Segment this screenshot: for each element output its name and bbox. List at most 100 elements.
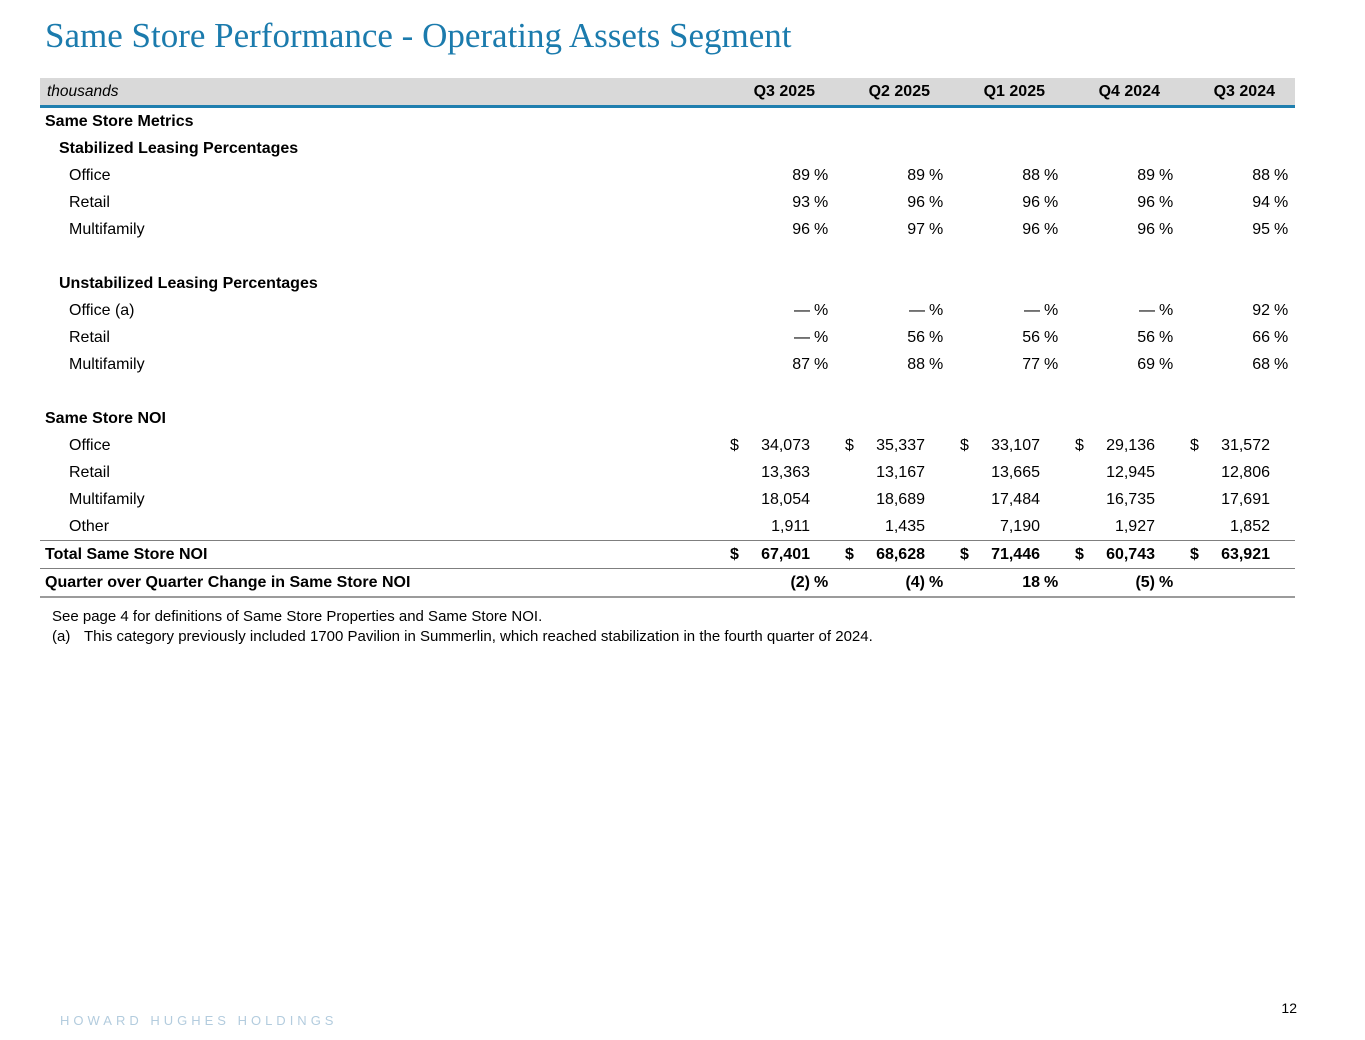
percent-sign: % <box>1274 355 1289 373</box>
page-number: 12 <box>1281 1000 1297 1016</box>
cell-value: 68,628 <box>876 545 925 563</box>
currency-symbol: $ <box>960 436 969 454</box>
page-title: Same Store Performance - Operating Asset… <box>45 16 792 55</box>
currency-symbol: $ <box>845 545 854 563</box>
percent-sign: % <box>1274 166 1289 184</box>
table-cell: $34,073 <box>720 437 835 455</box>
brand-wordmark: HOWARD HUGHES HOLDINGS <box>60 1013 338 1028</box>
table-cell: 96% <box>835 194 950 212</box>
row-label: Multifamily <box>69 220 145 238</box>
footnote-marker: (a) <box>52 628 71 646</box>
table-cell: $68,628 <box>835 546 950 564</box>
percent-sign: % <box>929 328 944 346</box>
table-row: Other 1,911 1,435 7,190 1,927 1,852 <box>40 513 1295 540</box>
cell-value: 89 <box>792 166 810 184</box>
cell-value: 13,167 <box>876 463 925 481</box>
row-label: Stabilized Leasing Percentages <box>59 139 299 157</box>
percent-sign: % <box>1044 193 1059 211</box>
percent-sign: % <box>814 193 829 211</box>
cell-value: 95 <box>1252 220 1270 238</box>
footnote-line: See page 4 for definitions of Same Store… <box>52 607 1365 627</box>
table-cell: 96% <box>720 221 835 239</box>
percent-sign: % <box>1044 301 1059 319</box>
table-row: Total Same Store NOI $67,401 $68,628 $71,4… <box>40 540 1295 570</box>
table-cell: 77% <box>950 356 1065 374</box>
cell-value: 12,806 <box>1221 463 1270 481</box>
table-row: Multifamily 87% 88% 77% 69% 68% <box>40 351 1295 378</box>
table-cell: $33,107 <box>950 437 1065 455</box>
column-header-q4-2024: Q4 2024 <box>1098 82 1160 100</box>
table-cell: —% <box>835 302 950 320</box>
percent-sign: % <box>1044 166 1059 184</box>
table-cell: 12,806 <box>1180 464 1295 482</box>
table-cell: 13,665 <box>950 464 1065 482</box>
table-row: Office 89% 89% 88% 89% 88% <box>40 162 1295 189</box>
table-row: Multifamily 96% 97% 96% 96% 95% <box>40 216 1295 243</box>
row-label: Same Store NOI <box>45 409 166 427</box>
percent-sign: % <box>1274 328 1289 346</box>
cell-value: 18 <box>1022 573 1040 591</box>
table-row: Office (a) —% —% —% —% 92% <box>40 297 1295 324</box>
currency-symbol: $ <box>1190 436 1199 454</box>
cell-value: 88 <box>1252 166 1270 184</box>
cell-value: 96 <box>907 193 925 211</box>
table-cell: (5)% <box>1065 574 1180 592</box>
table-cell: $71,446 <box>950 546 1065 564</box>
cell-value: 29,136 <box>1106 436 1155 454</box>
row-label: Unstabilized Leasing Percentages <box>59 274 318 292</box>
cell-value: (4) <box>905 573 925 591</box>
table-row: Same Store Metrics <box>40 108 1295 135</box>
cell-value: 1,927 <box>1114 517 1155 535</box>
cell-value: 89 <box>1137 166 1155 184</box>
footnote-text: See page 4 for definitions of Same Store… <box>52 608 543 626</box>
percent-sign: % <box>929 166 944 184</box>
table-cell: $67,401 <box>720 546 835 564</box>
table-cell: 7,190 <box>950 518 1065 536</box>
table-row: Stabilized Leasing Percentages <box>40 135 1295 162</box>
cell-value: 67,401 <box>761 545 810 563</box>
column-header-q2-2025: Q2 2025 <box>868 82 930 100</box>
table-cell: $60,743 <box>1065 546 1180 564</box>
percent-sign: % <box>814 573 829 591</box>
column-header-q1-2025: Q1 2025 <box>983 82 1045 100</box>
table-row: Multifamily 18,054 18,689 17,484 16,735 17,6… <box>40 486 1295 513</box>
row-label: Multifamily <box>69 355 145 373</box>
cell-value: 66 <box>1252 328 1270 346</box>
cell-value: 34,073 <box>761 436 810 454</box>
table-cell: —% <box>720 329 835 347</box>
table-cell: 89% <box>720 167 835 185</box>
cell-value: 77 <box>1022 355 1040 373</box>
table-cell: 18% <box>950 574 1065 592</box>
table-cell: —% <box>1065 302 1180 320</box>
percent-sign: % <box>814 220 829 238</box>
table-cell: 88% <box>1180 167 1295 185</box>
cell-value: — <box>794 301 810 319</box>
percent-sign: % <box>1159 193 1174 211</box>
table-cell: 56% <box>835 329 950 347</box>
table-cell: 1,852 <box>1180 518 1295 536</box>
footnote-text: This category previously included 1700 P… <box>84 628 873 646</box>
cell-value: 16,735 <box>1106 490 1155 508</box>
cell-value: 97 <box>907 220 925 238</box>
table-cell: 94% <box>1180 194 1295 212</box>
table-cell: 88% <box>950 167 1065 185</box>
cell-value: 1,852 <box>1229 517 1270 535</box>
cell-value: 17,484 <box>991 490 1040 508</box>
percent-sign: % <box>814 328 829 346</box>
table-row: Office $34,073 $35,337 $33,107 $29,136 $31,5… <box>40 432 1295 459</box>
cell-value: 18,689 <box>876 490 925 508</box>
percent-sign: % <box>1159 328 1174 346</box>
cell-value: 56 <box>1137 328 1155 346</box>
cell-value: 68 <box>1252 355 1270 373</box>
cell-value: 63,921 <box>1221 545 1270 563</box>
table-row: Quarter over Quarter Change in Same Stor… <box>40 569 1295 599</box>
table-cell: 18,054 <box>720 491 835 509</box>
currency-symbol: $ <box>730 545 739 563</box>
table-cell: 97% <box>835 221 950 239</box>
cell-value: 35,337 <box>876 436 925 454</box>
table-cell: 96% <box>950 194 1065 212</box>
percent-sign: % <box>1044 355 1059 373</box>
cell-value: 69 <box>1137 355 1155 373</box>
cell-value: 94 <box>1252 193 1270 211</box>
cell-value: 1,911 <box>771 517 810 535</box>
